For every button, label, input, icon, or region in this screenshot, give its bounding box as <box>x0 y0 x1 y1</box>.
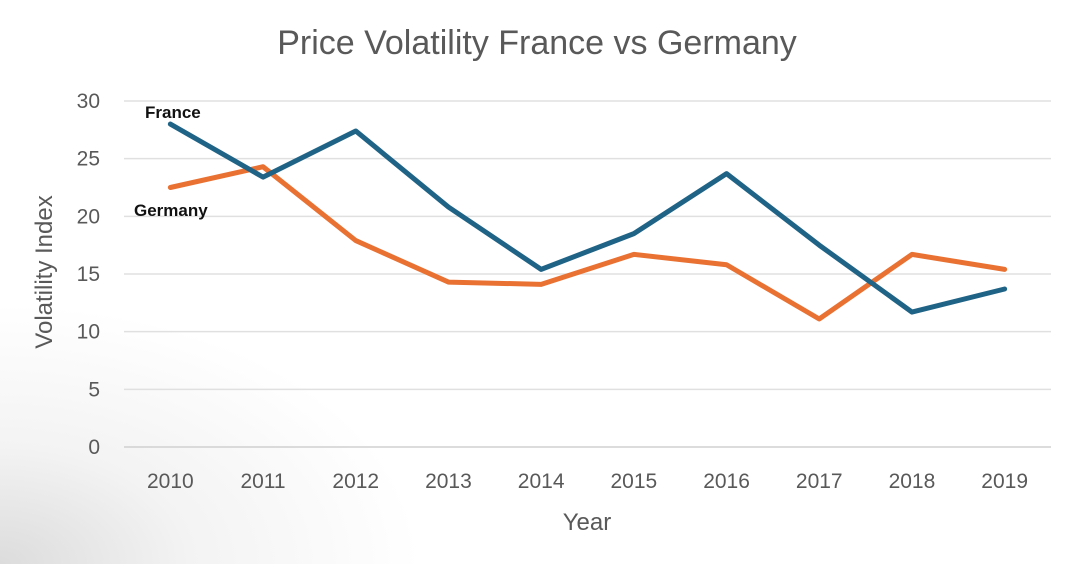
series-line-france <box>167 121 1008 315</box>
x-tick-label: 2016 <box>703 470 750 493</box>
x-tick-label: 2018 <box>889 470 936 493</box>
y-tick-label: 15 <box>77 263 100 286</box>
series-label-germany: Germany <box>134 201 208 220</box>
y-tick-label: 5 <box>88 378 100 401</box>
x-tick-label: 2013 <box>425 470 472 493</box>
x-tick-label: 2017 <box>796 470 843 493</box>
x-tick-label: 2012 <box>332 470 379 493</box>
y-tick-label: 10 <box>77 321 100 344</box>
series-label-france: France <box>145 103 201 122</box>
x-tick-label: 2015 <box>610 470 657 493</box>
y-tick-label: 25 <box>77 148 100 171</box>
y-tick-label: 0 <box>88 436 100 459</box>
x-tick-label: 2011 <box>240 470 285 493</box>
y-axis-label: Volatility Index <box>31 195 58 348</box>
y-tick-label: 20 <box>77 205 100 228</box>
x-tick-label: 2019 <box>981 470 1028 493</box>
series-line-germany <box>167 164 1008 322</box>
y-tick-label: 30 <box>77 90 100 113</box>
x-axis-label: Year <box>563 509 612 536</box>
x-tick-label: 2010 <box>147 470 194 493</box>
x-tick-label: 2014 <box>518 470 565 493</box>
chart-title: Price Volatility France vs Germany <box>277 24 797 62</box>
